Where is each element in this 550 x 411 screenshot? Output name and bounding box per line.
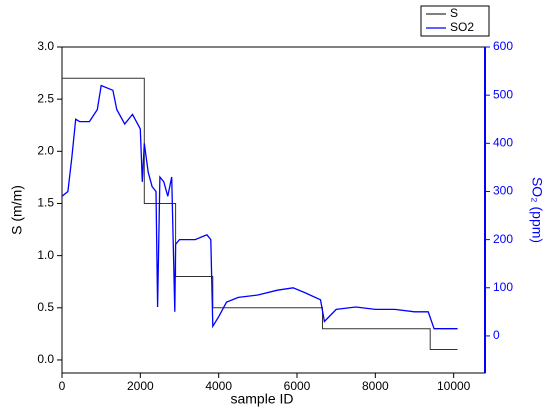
y-tick-label: 3.0	[37, 39, 54, 53]
series-line	[62, 77, 458, 350]
x-tick-label: 8000	[362, 379, 389, 393]
y2-tick-label: 0	[493, 328, 500, 342]
plot-frame	[61, 46, 486, 374]
y2-tick-label: 400	[493, 135, 513, 149]
legend-label: S	[450, 6, 458, 20]
y-tick-label: 0.0	[37, 352, 54, 366]
legend-box	[420, 5, 490, 37]
y2-axis-title: SO₂ (ppm)	[529, 177, 545, 243]
x-tick-label: 6000	[284, 379, 311, 393]
y-tick-label: 1.0	[37, 248, 54, 262]
x-axis-title: sample ID	[230, 391, 293, 407]
x-tick-label: 10000	[437, 379, 471, 393]
y-tick-label: 1.5	[37, 196, 54, 210]
y2-tick-label: 600	[493, 39, 513, 53]
x-tick-label: 2000	[127, 379, 154, 393]
y-tick-label: 0.5	[37, 300, 54, 314]
y2-tick-label: 300	[493, 184, 513, 198]
y-axis-title: S (m/m)	[9, 185, 25, 235]
y2-tick-label: 100	[493, 280, 513, 294]
x-tick-label: 0	[59, 379, 66, 393]
y-tick-label: 2.0	[37, 143, 54, 157]
legend-label: SO2	[450, 20, 474, 34]
y-tick-label: 2.5	[37, 91, 54, 105]
x-tick-label: 4000	[205, 379, 232, 393]
y2-tick-label: 500	[493, 87, 513, 101]
y2-tick-label: 200	[493, 232, 513, 246]
series-line	[61, 84, 458, 330]
